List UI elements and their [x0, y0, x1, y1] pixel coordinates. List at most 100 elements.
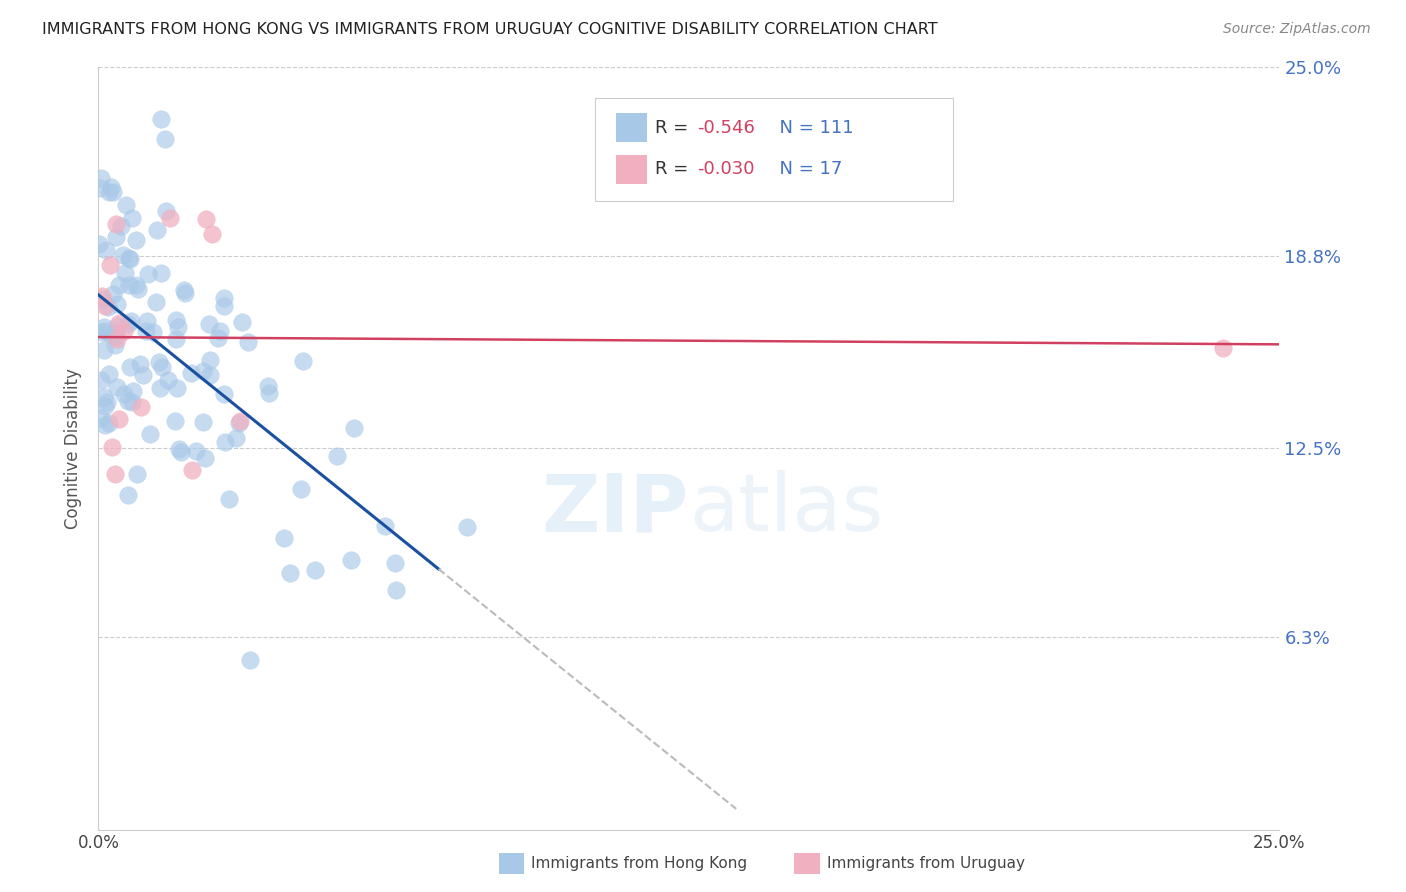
Point	[343, 421, 366, 435]
Point	[145, 295, 167, 310]
Point	[120, 252, 142, 266]
Point	[115, 197, 138, 211]
Point	[104, 467, 127, 481]
Point	[98, 258, 121, 272]
Point	[104, 217, 127, 231]
Point	[118, 251, 141, 265]
Point	[201, 227, 224, 241]
Point	[120, 359, 142, 374]
Point	[111, 247, 134, 261]
Point	[90, 289, 112, 303]
Point	[105, 332, 128, 346]
Point	[129, 357, 152, 371]
Point	[129, 401, 152, 415]
Point	[167, 442, 190, 456]
Text: -0.546: -0.546	[697, 119, 755, 136]
Point	[108, 412, 131, 426]
Point	[96, 394, 118, 409]
Point	[153, 132, 176, 146]
Text: -0.030: -0.030	[697, 161, 755, 178]
Point	[238, 335, 260, 350]
Text: N = 111: N = 111	[768, 119, 853, 136]
Point	[94, 399, 117, 413]
Point	[103, 325, 125, 339]
Point	[340, 553, 363, 567]
Point	[145, 223, 167, 237]
Point	[110, 219, 132, 234]
Point	[157, 372, 180, 386]
Point	[1212, 341, 1234, 355]
Point	[200, 368, 222, 382]
Point	[98, 416, 121, 430]
Point	[127, 467, 149, 481]
Point	[89, 181, 111, 195]
Point	[120, 314, 142, 328]
Point	[214, 434, 236, 449]
Point	[100, 180, 122, 194]
Point	[104, 329, 127, 343]
Text: IMMIGRANTS FROM HONG KONG VS IMMIGRANTS FROM URUGUAY COGNITIVE DISABILITY CORREL: IMMIGRANTS FROM HONG KONG VS IMMIGRANTS …	[42, 22, 938, 37]
Point	[121, 384, 143, 398]
Point	[96, 243, 118, 257]
Point	[198, 317, 221, 331]
Point	[456, 520, 478, 534]
Point	[148, 355, 170, 369]
Point	[273, 531, 295, 545]
Point	[121, 394, 143, 409]
Point	[165, 313, 187, 327]
Point	[229, 414, 252, 428]
Point	[150, 360, 173, 375]
Point	[228, 417, 250, 431]
Point	[186, 443, 208, 458]
Point	[231, 315, 253, 329]
Point	[97, 301, 120, 315]
Point	[291, 354, 314, 368]
Point	[170, 445, 193, 459]
Point	[173, 283, 195, 297]
Point	[180, 366, 202, 380]
Point	[117, 488, 139, 502]
Point	[112, 324, 135, 338]
Point	[105, 319, 128, 334]
Point	[212, 299, 235, 313]
Point	[194, 212, 217, 227]
Point	[239, 653, 262, 667]
Point	[290, 483, 312, 497]
Point	[142, 326, 165, 340]
Y-axis label: Cognitive Disability: Cognitive Disability	[65, 368, 83, 529]
Point	[94, 299, 117, 313]
Point	[90, 410, 112, 425]
Point	[149, 381, 172, 395]
Point	[374, 518, 396, 533]
Text: Immigrants from Uruguay: Immigrants from Uruguay	[827, 856, 1025, 871]
Point	[90, 373, 112, 387]
Text: Immigrants from Hong Kong: Immigrants from Hong Kong	[531, 856, 748, 871]
Point	[259, 385, 281, 400]
Point	[104, 229, 127, 244]
Point	[121, 211, 143, 225]
Point	[163, 414, 186, 428]
Text: R =: R =	[655, 119, 695, 136]
Point	[98, 368, 121, 382]
Text: ZIP: ZIP	[541, 470, 689, 549]
Point	[136, 267, 159, 281]
Point	[94, 417, 117, 432]
Text: R =: R =	[655, 161, 695, 178]
Point	[326, 449, 349, 463]
Point	[125, 233, 148, 247]
Point	[218, 491, 240, 506]
Point	[173, 286, 195, 301]
Point	[384, 557, 406, 571]
Point	[256, 379, 278, 393]
Point	[117, 317, 139, 331]
Point	[209, 324, 232, 338]
Point	[304, 563, 326, 577]
Point	[91, 292, 114, 306]
Point	[89, 236, 111, 251]
Point	[93, 319, 115, 334]
Point	[101, 185, 124, 199]
Point	[97, 185, 120, 199]
Point	[90, 171, 112, 186]
Point	[114, 266, 136, 280]
Point	[165, 332, 187, 346]
